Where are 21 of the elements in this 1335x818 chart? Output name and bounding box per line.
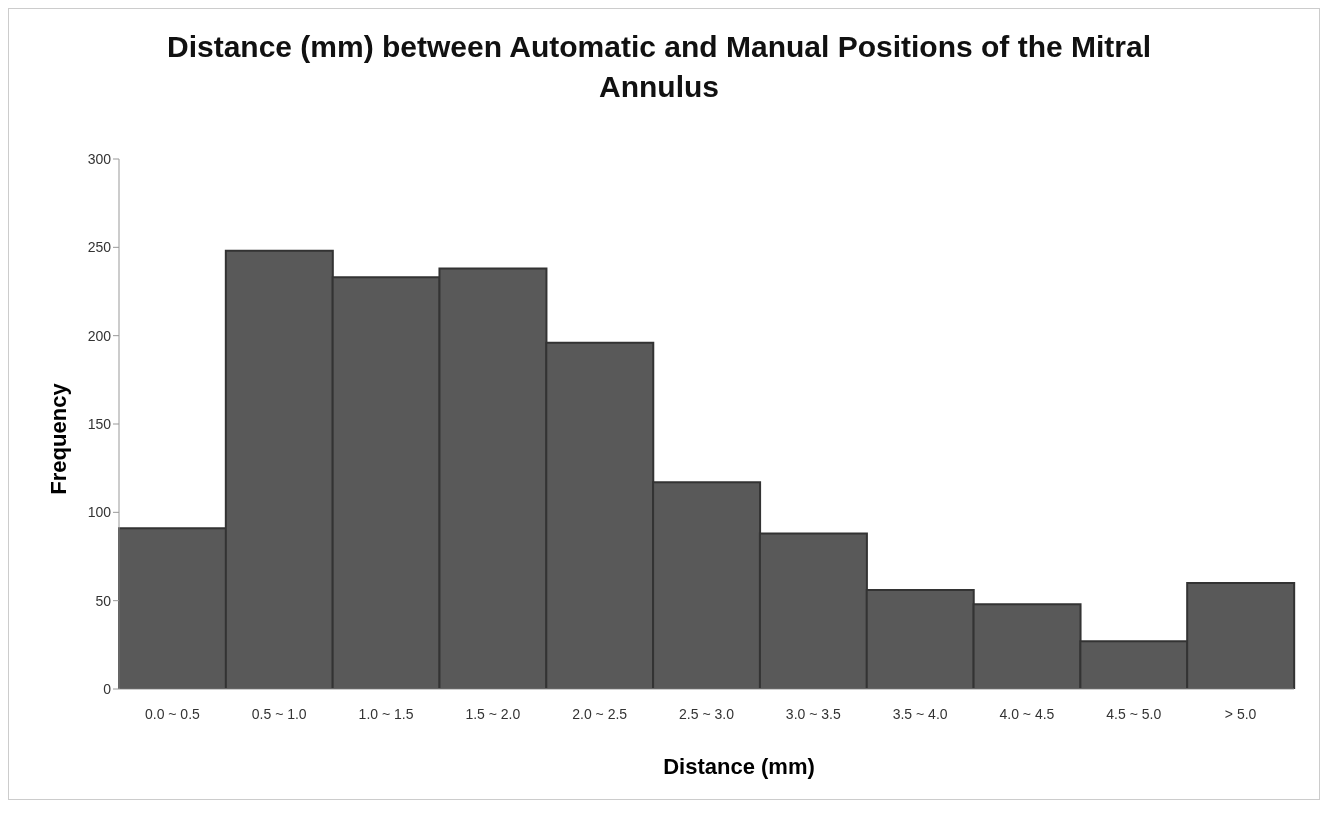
- y-tick-label: 150: [87, 415, 112, 432]
- y-axis-title: Frequency: [46, 383, 72, 495]
- x-tick-label: 2.5 ~ 3.0: [679, 705, 735, 722]
- x-tick-label: 3.5 ~ 4.0: [892, 705, 948, 722]
- y-tick-label: 100: [87, 504, 112, 521]
- x-tick-label: 0.0 ~ 0.5: [144, 705, 201, 722]
- x-axis-title: Distance (mm): [662, 754, 816, 780]
- x-tick-label: 4.0 ~ 4.5: [999, 705, 1055, 722]
- y-tick-label: 300: [87, 150, 112, 167]
- x-tick-label: 0.5 ~ 1.0: [251, 705, 307, 722]
- x-tick-label: > 5.0: [1224, 705, 1257, 722]
- y-tick-label: 0: [103, 680, 112, 697]
- x-tick-label: 2.0 ~ 2.5: [572, 705, 628, 722]
- x-tick-label: 1.5 ~ 2.0: [465, 705, 521, 722]
- y-tick-label: 50: [95, 592, 112, 609]
- x-tick-label: 1.0 ~ 1.5: [358, 705, 414, 722]
- x-tick-label: 3.0 ~ 3.5: [785, 705, 841, 722]
- y-tick-label: 250: [87, 239, 112, 256]
- y-tick-label: 200: [87, 327, 112, 344]
- chart-title: Distance (mm) between Automatic and Manual Positions of the Mitral Annulus: [166, 29, 1152, 105]
- x-tick-label: 4.5 ~ 5.0: [1106, 705, 1162, 722]
